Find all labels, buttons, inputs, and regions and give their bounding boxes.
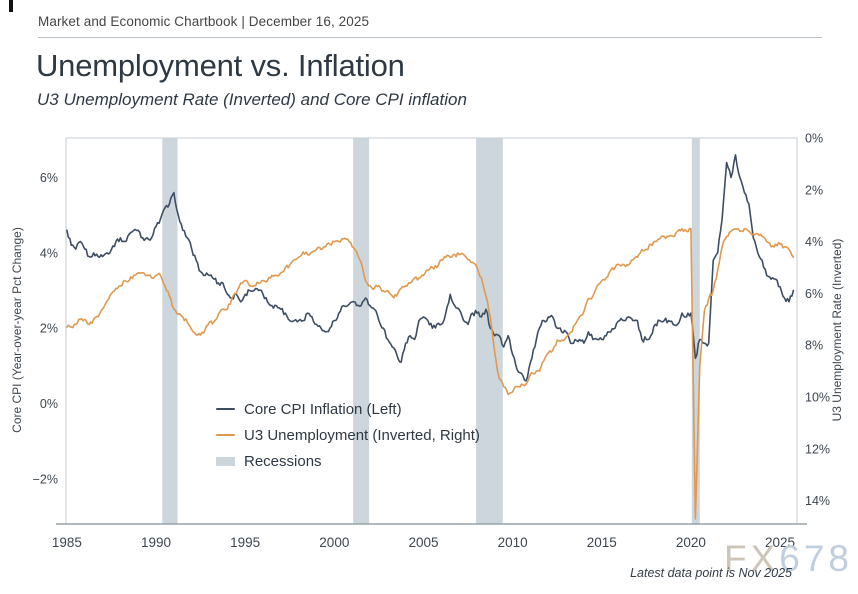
page-subtitle: U3 Unemployment Rate (Inverted) and Core… xyxy=(37,90,467,109)
core-cpi-line xyxy=(66,154,795,382)
core-cpi-line-swatch xyxy=(216,407,235,411)
x-tick-label: 2020 xyxy=(676,535,706,550)
legend-item-core-cpi: Core CPI Inflation (Left) xyxy=(216,396,480,422)
left-tick-label: 4% xyxy=(40,246,58,260)
legend-item-unemployment: U3 Unemployment (Inverted, Right) xyxy=(216,422,480,448)
x-tick-label: 2015 xyxy=(587,535,617,550)
report-kicker: Market and Economic Chartbook | December… xyxy=(38,14,370,29)
legend: Core CPI Inflation (Left) U3 Unemploymen… xyxy=(216,396,480,474)
recession-band xyxy=(476,138,503,524)
right-axis-title: U3 Unemployment Rate (Inverted) xyxy=(830,238,844,422)
unemployment-line-swatch xyxy=(216,433,235,437)
recession-band xyxy=(353,138,370,524)
legend-item-recessions: Recessions xyxy=(216,448,480,474)
watermark: FX678 xyxy=(724,538,853,580)
left-axis-title: Core CPI (Year-over-year Pct Change) xyxy=(10,227,24,433)
left-tick-label: −2% xyxy=(33,472,58,486)
recession-band xyxy=(162,138,178,524)
header-divider xyxy=(38,37,822,38)
right-tick-label: 12% xyxy=(805,442,830,456)
right-tick-label: 4% xyxy=(805,235,823,249)
right-tick-label: 2% xyxy=(805,183,823,197)
watermark-678: 678 xyxy=(779,538,854,579)
right-tick-label: 0% xyxy=(805,132,823,146)
left-tick-label: 0% xyxy=(40,397,58,411)
x-tick-label: 2025 xyxy=(765,535,795,550)
legend-label: Recessions xyxy=(244,452,322,470)
right-tick-label: 10% xyxy=(805,391,830,405)
x-tick-label: 2005 xyxy=(408,535,438,550)
unemployment-line xyxy=(66,227,795,520)
corner-mark xyxy=(9,0,13,12)
latest-data-footnote: Latest data point is Nov 2025 xyxy=(630,566,792,580)
legend-label: U3 Unemployment (Inverted, Right) xyxy=(244,426,480,444)
recession-band-swatch xyxy=(216,456,235,466)
right-tick-label: 14% xyxy=(805,494,830,508)
x-tick-label: 1990 xyxy=(141,535,171,550)
x-tick-label: 2000 xyxy=(319,535,349,550)
x-tick-label: 1995 xyxy=(230,535,260,550)
left-tick-label: 6% xyxy=(40,171,58,185)
left-tick-label: 2% xyxy=(40,322,58,336)
recession-band xyxy=(691,138,700,524)
x-tick-label: 1985 xyxy=(52,535,82,550)
right-tick-label: 6% xyxy=(805,287,823,301)
legend-label: Core CPI Inflation (Left) xyxy=(244,400,402,418)
page-title: Unemployment vs. Inflation xyxy=(36,48,405,83)
right-tick-label: 8% xyxy=(805,339,823,353)
watermark-fx: FX xyxy=(724,538,780,579)
x-tick-label: 2010 xyxy=(498,535,528,550)
